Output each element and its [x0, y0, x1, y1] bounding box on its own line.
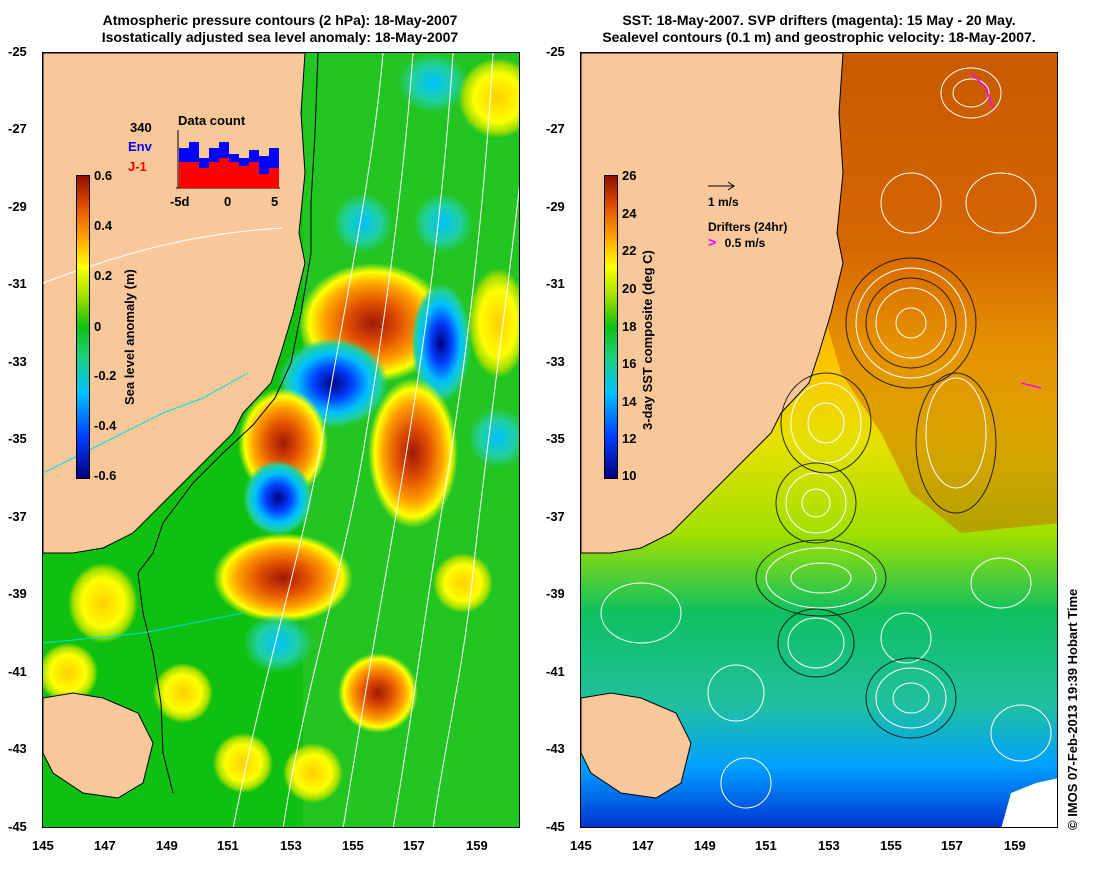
- left-y-tick: -41: [8, 664, 27, 679]
- left-y-tick: -43: [8, 741, 27, 756]
- j1-bar: [209, 162, 219, 188]
- right-x-tick: 159: [1004, 838, 1026, 853]
- j1-bar: [179, 162, 189, 188]
- legend-j1: J-1: [128, 159, 147, 174]
- sst-colorbar-tick: 26: [622, 168, 637, 183]
- data-count-histogram: [176, 130, 280, 190]
- left-y-tick: -25: [8, 44, 27, 59]
- sla-colorbar-label: Sea level anomaly (m): [122, 269, 137, 405]
- left-x-tick: 157: [403, 838, 425, 853]
- left-y-tick: -31: [8, 276, 27, 291]
- right-y-tick: -41: [546, 664, 565, 679]
- drifters-legend-value: 0.5 m/s: [724, 236, 766, 250]
- sla-colorbar-tick: -0.4: [94, 418, 117, 433]
- right-x-tick: 153: [818, 838, 840, 853]
- left-x-tick: 145: [32, 838, 54, 853]
- left-x-tick: 159: [466, 838, 488, 853]
- sst-colorbar-tick: 16: [622, 356, 637, 371]
- drifter-arrow-icon: >: [708, 234, 717, 250]
- sst-map: [580, 52, 1058, 828]
- velocity-legend-label: 1 m/s: [708, 195, 739, 209]
- right-y-tick: -35: [546, 431, 565, 446]
- sst-map-canvas: [581, 53, 1057, 827]
- sla-colorbar-tick: 0.6: [94, 168, 113, 183]
- right-x-tick: 155: [880, 838, 902, 853]
- inset-x-tick: 5: [271, 194, 279, 209]
- sla-colorbar-tick: -0.6: [94, 468, 117, 483]
- right-y-tick: -43: [546, 741, 565, 756]
- sla-colorbar: [76, 175, 90, 479]
- right-y-tick: -25: [546, 44, 565, 59]
- sst-colorbar-tick: 18: [622, 319, 637, 334]
- histogram-bars: [179, 142, 279, 188]
- left-y-tick: -35: [8, 431, 27, 446]
- right-y-tick: -29: [546, 199, 565, 214]
- left-title-line2: Isostatically adjusted sea level anomaly…: [101, 29, 459, 45]
- j1-bar: [269, 168, 279, 188]
- left-x-tick: 153: [280, 838, 302, 853]
- sst-colorbar-tick: 20: [622, 281, 637, 296]
- velocity-legend: 1 m/s: [706, 178, 739, 209]
- inset-x-tick: -5d: [170, 194, 190, 209]
- j1-bar: [239, 166, 249, 188]
- j1-bar: [229, 162, 239, 188]
- sst-colorbar-tick: 10: [622, 468, 637, 483]
- left-y-tick: -39: [8, 586, 27, 601]
- right-y-tick: -39: [546, 586, 565, 601]
- left-y-tick: -37: [8, 509, 27, 524]
- j1-bar: [189, 162, 199, 188]
- left-x-tick: 151: [217, 838, 239, 853]
- right-y-tick: -27: [546, 121, 565, 136]
- sst-colorbar-tick: 22: [622, 243, 637, 258]
- sst-colorbar-label: 3-day SST composite (deg C): [640, 250, 655, 430]
- geostrophic-velocity: [755, 257, 997, 739]
- j1-bar: [219, 158, 229, 188]
- right-y-tick: -37: [546, 509, 565, 524]
- left-x-tick: 147: [94, 838, 116, 853]
- sla-colorbar-tick: 0: [94, 319, 102, 334]
- right-title-line1: SST: 18-May-2007. SVP drifters (magenta)…: [622, 12, 1016, 28]
- left-y-tick: -29: [8, 199, 27, 214]
- sst-colorbar-tick: 14: [622, 394, 637, 409]
- sla-colorbar-tick: 0.2: [94, 268, 113, 283]
- drifters-legend-title: Drifters (24hr): [708, 220, 788, 234]
- left-y-tick: -45: [8, 819, 27, 834]
- j1-bar: [249, 162, 259, 188]
- right-x-tick: 149: [694, 838, 716, 853]
- sst-colorbar-tick: 12: [622, 431, 637, 446]
- sst-colorbar: [604, 175, 618, 479]
- right-title-line2: Sealevel contours (0.1 m) and geostrophi…: [602, 29, 1036, 45]
- drifters-legend: > 0.5 m/s: [708, 234, 765, 252]
- sla-colorbar-tick: -0.2: [94, 368, 117, 383]
- right-x-tick: 145: [570, 838, 592, 853]
- left-title-line1: Atmospheric pressure contours (2 hPa): 1…: [102, 12, 458, 28]
- credit-text: © IMOS 07-Feb-2013 19:39 Hobart Time: [1065, 588, 1080, 830]
- sea-level-contours: [600, 67, 1052, 809]
- data-count-inset: 340 Env J-1 Data count -5d 0 5: [120, 112, 290, 212]
- data-count-title: Data count: [178, 113, 246, 128]
- j1-bar: [259, 174, 269, 188]
- inset-x-tick: 0: [224, 194, 232, 209]
- sst-colorbar-tick: 24: [622, 206, 637, 221]
- left-y-tick: -33: [8, 354, 27, 369]
- right-x-tick: 157: [941, 838, 963, 853]
- velocity-arrow-icon: [708, 181, 735, 191]
- left-x-tick: 149: [156, 838, 178, 853]
- legend-env: Env: [128, 139, 152, 154]
- data-count-number: 340: [130, 120, 152, 135]
- right-x-tick: 147: [632, 838, 654, 853]
- j1-bar: [199, 168, 209, 188]
- right-y-tick: -33: [546, 354, 565, 369]
- right-x-tick: 151: [755, 838, 777, 853]
- sla-colorbar-tick: 0.4: [94, 218, 113, 233]
- env-bar: [259, 156, 269, 188]
- right-y-tick: -45: [546, 819, 565, 834]
- left-y-tick: -27: [8, 121, 27, 136]
- right-y-tick: -31: [546, 276, 565, 291]
- left-x-tick: 155: [342, 838, 364, 853]
